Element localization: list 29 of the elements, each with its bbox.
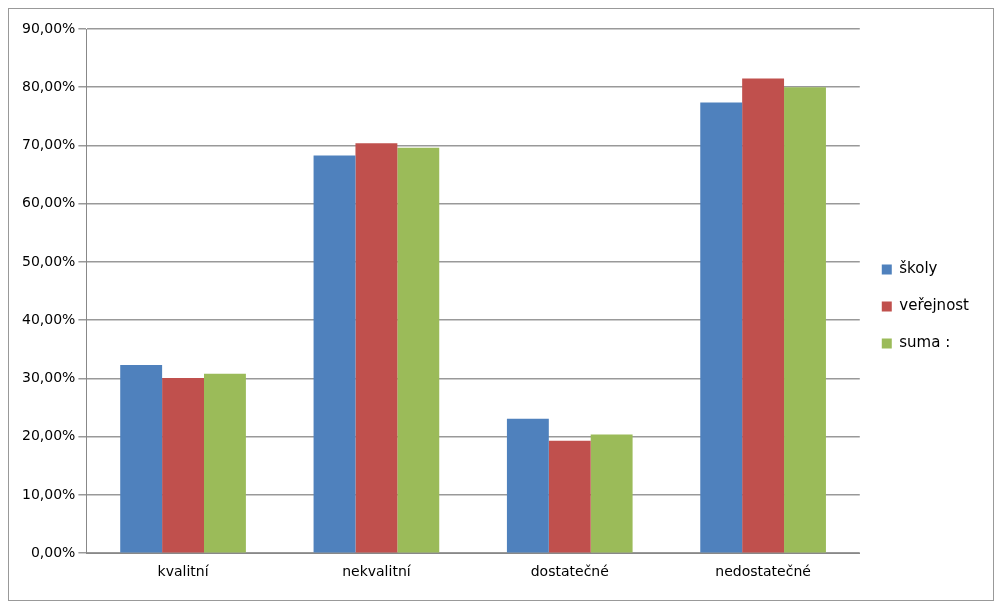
bar bbox=[204, 373, 246, 553]
bar bbox=[313, 155, 356, 553]
y-tick-label: 20,00% bbox=[21, 427, 76, 444]
bar bbox=[397, 147, 440, 553]
y-tick-label: 40,00% bbox=[21, 310, 76, 327]
y-tick-label: 70,00% bbox=[21, 136, 76, 153]
bar bbox=[355, 143, 398, 553]
y-tick-label: 50,00% bbox=[21, 252, 76, 269]
x-tick-label: dostatečné bbox=[530, 563, 609, 580]
bar bbox=[742, 78, 785, 553]
y-tick-label: 60,00% bbox=[21, 194, 76, 211]
bar bbox=[548, 440, 591, 553]
bar bbox=[700, 102, 743, 553]
legend-label: školy bbox=[899, 259, 938, 278]
bar bbox=[590, 434, 633, 553]
y-tick-label: 30,00% bbox=[21, 369, 76, 386]
x-tick-label: kvalitní bbox=[157, 563, 210, 580]
y-tick-label: 0,00% bbox=[30, 543, 76, 560]
legend-label: veřejnost bbox=[899, 296, 970, 315]
y-tick-label: 90,00% bbox=[21, 19, 76, 36]
bar bbox=[506, 418, 549, 553]
x-tick-label: nekvalitní bbox=[342, 563, 412, 580]
bar bbox=[784, 87, 826, 553]
legend-label: suma : bbox=[899, 333, 951, 352]
y-tick-label: 10,00% bbox=[21, 485, 76, 502]
y-tick-label: 80,00% bbox=[21, 77, 76, 94]
x-tick-label: nedostatečné bbox=[715, 563, 811, 580]
bar bbox=[120, 365, 163, 553]
bar bbox=[162, 377, 204, 553]
